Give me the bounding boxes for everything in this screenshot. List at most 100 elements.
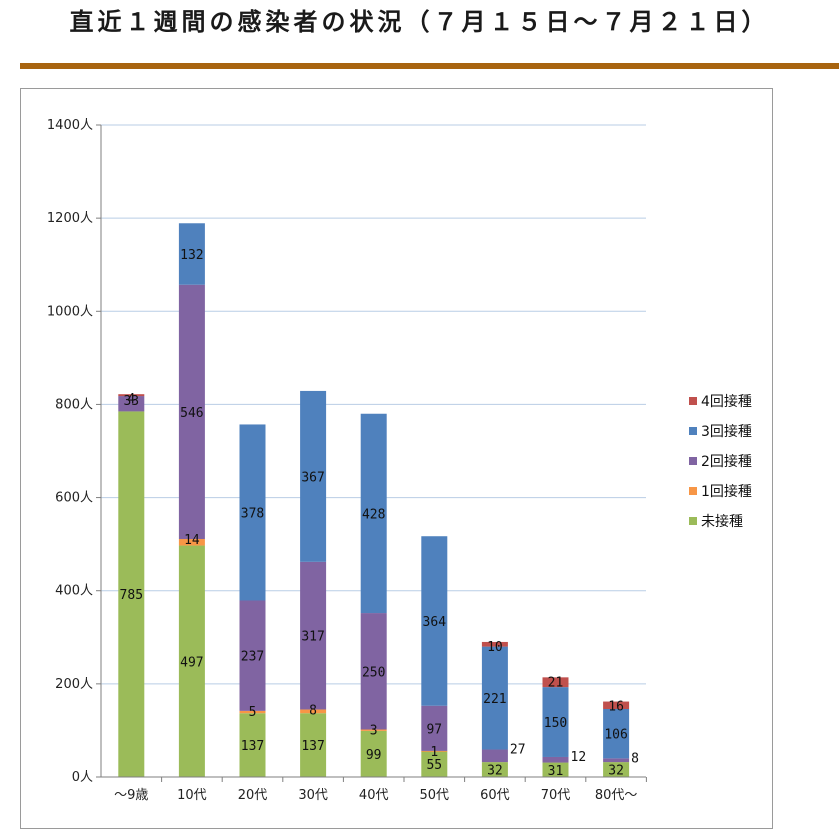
legend-swatch <box>689 487 697 495</box>
bar-segment <box>300 561 327 710</box>
chart-frame: 0人 200人 400人 600人 800人 1000人 1200人 1400人 ～9歳 10代 2… <box>20 88 773 829</box>
bar-segment <box>603 762 630 777</box>
bar-segment <box>300 390 327 562</box>
bar-segment <box>239 713 266 777</box>
data-label: 132 <box>180 248 203 263</box>
data-label: 4 <box>127 392 135 407</box>
data-label: 55 <box>426 758 442 773</box>
y-tick-label: 1000人 <box>47 304 93 319</box>
x-tick-label: 20代 <box>238 788 268 803</box>
data-label: 317 <box>301 630 324 645</box>
data-label: 3 <box>370 723 378 738</box>
bar-segment <box>421 751 448 777</box>
title-divider <box>20 63 839 69</box>
bar-segment <box>481 646 508 750</box>
x-tick-label: 60代 <box>480 788 510 803</box>
bar-segment <box>300 709 327 714</box>
x-tick-label: 30代 <box>298 788 328 803</box>
bar-segment <box>542 756 569 763</box>
legend-label: 1回接種 <box>701 483 752 500</box>
bar-segment <box>603 709 630 759</box>
stacked-bar-chart: 0人 200人 400人 600人 800人 1000人 1200人 1400人 ～9歳 10代 2… <box>47 118 752 803</box>
bar-segment <box>178 545 205 777</box>
bar-segment <box>481 749 508 763</box>
data-label: 1 <box>430 745 438 760</box>
bar-segment <box>481 641 508 647</box>
data-label: 428 <box>362 507 385 522</box>
bar-segment <box>178 284 205 540</box>
bar-segment <box>118 394 145 397</box>
data-label: 5 <box>249 705 257 720</box>
data-label: 14 <box>184 533 200 548</box>
bar-segment <box>360 730 387 777</box>
x-tick-label: 10代 <box>177 788 207 803</box>
y-tick-label: 1200人 <box>47 211 93 226</box>
bar-segment <box>118 411 145 777</box>
bar-segment <box>542 677 569 688</box>
y-tick-label: 0人 <box>72 770 93 785</box>
data-label: 27 <box>510 743 526 758</box>
bar-segment <box>421 536 448 706</box>
data-label: 106 <box>604 728 627 743</box>
data-label: 378 <box>241 506 264 521</box>
data-label: 32 <box>608 764 624 779</box>
legend-swatch <box>689 397 697 405</box>
data-label: 237 <box>241 650 264 665</box>
y-tick-label: 800人 <box>55 397 93 412</box>
data-label: 10 <box>487 640 503 655</box>
x-tick-label: 70代 <box>541 788 571 803</box>
data-label: 21 <box>548 675 564 690</box>
x-tick-label: 50代 <box>420 788 450 803</box>
data-label: 8 <box>309 703 317 718</box>
bar-segment <box>360 413 387 614</box>
bar-segment <box>239 424 266 601</box>
x-tick-label: 40代 <box>359 788 389 803</box>
bar-segment <box>542 762 569 777</box>
data-label: 364 <box>423 615 447 630</box>
data-label: 497 <box>180 655 203 670</box>
bar-segment <box>360 729 387 731</box>
data-label: 137 <box>241 739 264 754</box>
data-label: 250 <box>362 665 385 680</box>
legend-label: 未接種 <box>701 513 743 530</box>
bar-segment <box>300 713 327 777</box>
bar-segment <box>239 710 266 714</box>
data-label: 97 <box>426 722 442 737</box>
data-label: 99 <box>366 748 382 763</box>
data-label: 32 <box>487 764 503 779</box>
bar-segment <box>360 613 387 730</box>
data-label: 12 <box>571 750 587 765</box>
data-label: 16 <box>608 700 624 715</box>
bar-segment <box>421 705 448 751</box>
data-label: 785 <box>120 588 143 603</box>
data-label: 31 <box>548 764 564 779</box>
legend-label: 4回接種 <box>701 393 752 410</box>
bar-segment <box>542 687 569 757</box>
data-label: 8 <box>631 751 639 766</box>
legend-label: 3回接種 <box>701 423 752 440</box>
legend-label: 2回接種 <box>701 453 752 470</box>
data-label: 150 <box>544 716 567 731</box>
data-label: 137 <box>301 739 324 754</box>
bar-segment <box>421 750 448 752</box>
bar-segment <box>118 396 145 412</box>
y-tick-label: 400人 <box>55 584 93 599</box>
bar-segment <box>178 539 205 546</box>
legend-swatch <box>689 427 697 435</box>
y-tick-label: 1400人 <box>47 118 93 133</box>
bar-segment <box>603 701 630 710</box>
data-label: 367 <box>301 470 324 485</box>
data-label: 221 <box>483 692 506 707</box>
bar-segment <box>481 762 508 777</box>
y-tick-label: 200人 <box>55 677 93 692</box>
page-title: 直近１週間の感染者の状況（７月１５日～７月２１日） <box>69 8 770 36</box>
x-tick-label: ～9歳 <box>114 788 148 803</box>
bar-segment <box>603 758 630 763</box>
data-label: 33 <box>123 394 139 409</box>
bar-segment <box>239 600 266 711</box>
bar-segment <box>178 223 205 285</box>
legend-swatch <box>689 457 697 465</box>
y-tick-label: 600人 <box>55 491 93 506</box>
legend-swatch <box>689 517 697 525</box>
data-label: 546 <box>180 406 203 421</box>
